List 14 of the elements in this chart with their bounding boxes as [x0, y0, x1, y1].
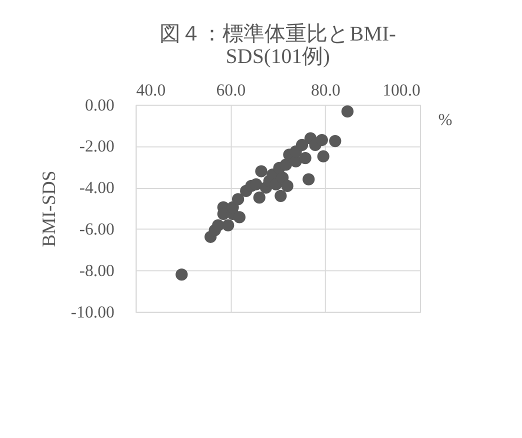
y-tick-label: -4.00 — [79, 178, 114, 198]
y-tick-label: -2.00 — [79, 136, 114, 156]
y-tick-label: -6.00 — [79, 219, 114, 238]
text: 図４：標準体重比とBMI- — [160, 22, 396, 46]
x-tick-label: 40.0 — [136, 80, 166, 100]
x-tick-label: 60.0 — [216, 80, 246, 100]
y-tick-label: 0.00 — [84, 95, 114, 114]
x-tick-label: 100.0 — [382, 80, 420, 100]
y-tick-label: -10.00 — [70, 302, 114, 322]
y-tick-label: -8.00 — [79, 260, 114, 280]
text: SDS(101例) — [226, 45, 330, 68]
x-tick-label: 80.0 — [310, 80, 340, 100]
y-axis-title: BMI-SDS — [39, 170, 60, 247]
x-axis-title: % — [438, 110, 452, 130]
